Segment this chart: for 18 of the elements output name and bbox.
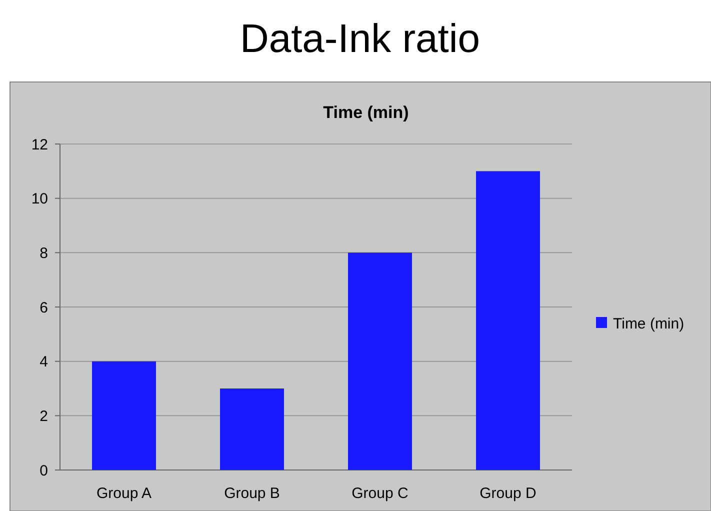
x-tick-label: Group C: [352, 485, 409, 502]
chart-title: Data-Ink ratio: [240, 17, 480, 61]
y-tick-label: 8: [40, 244, 48, 262]
bar: [220, 388, 284, 470]
bar: [476, 171, 540, 470]
y-tick-label: 6: [40, 299, 48, 316]
legend-label: Time (min): [613, 315, 684, 332]
x-tick-label: Group D: [480, 485, 537, 502]
y-tick-label: 10: [31, 190, 48, 208]
y-tick-label: 0: [40, 462, 48, 480]
y-tick-label: 2: [40, 408, 48, 425]
chart-subtitle: Time (min): [323, 103, 409, 122]
x-tick-label: Group A: [96, 485, 152, 502]
y-tick-label: 12: [31, 136, 48, 154]
bar: [348, 252, 412, 470]
x-tick-label: Group B: [224, 485, 280, 502]
y-tick-label: 4: [40, 354, 48, 371]
bar: [92, 361, 156, 470]
